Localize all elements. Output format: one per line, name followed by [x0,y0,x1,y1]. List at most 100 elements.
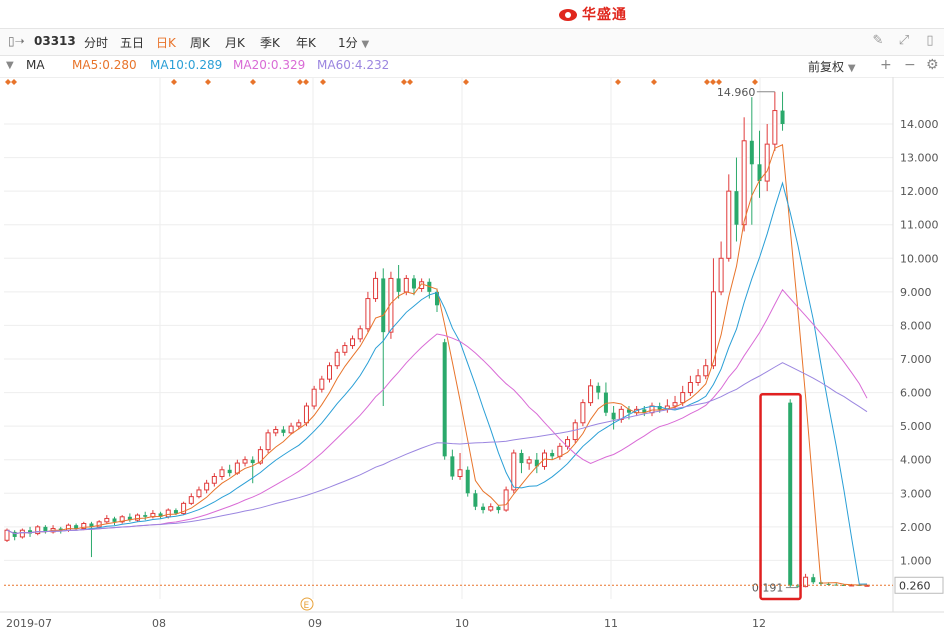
candle-body [481,506,486,511]
candle-body [726,190,732,259]
event-marker-icon[interactable] [11,79,17,85]
ma-indicator-bar: ▼ MA MA5:0.280 MA10:0.289 MA20:0.329 MA6… [0,55,944,78]
stock-code: 03313 [34,34,76,48]
tab-yearly-k[interactable]: 年K [296,36,316,50]
event-marker-icon[interactable] [407,79,413,85]
candle-body [28,530,33,534]
tab-quarterly-k[interactable]: 季K [260,36,280,50]
candle-body [4,529,10,541]
candle-body [319,378,325,390]
candle-body [734,191,739,225]
event-marker-icon[interactable] [615,79,621,85]
candle-body [780,110,785,124]
candle-body [181,502,187,514]
candle-body [350,338,356,347]
candle-body [242,459,248,464]
y-tick-label: 4.000 [900,454,932,467]
candle-body [642,409,647,413]
candle-body [457,469,463,477]
collapse-arrow-icon[interactable]: ▼ [6,60,14,71]
pencil-icon[interactable]: ✎ [872,33,884,48]
candle-body [135,514,141,521]
event-marker-icon[interactable] [297,79,303,85]
candle-body [534,459,539,467]
candle-body [43,526,48,532]
candle-body [334,351,340,367]
event-marker-icon[interactable] [205,79,211,85]
candle-body [511,452,517,491]
tab-intraday[interactable]: 分时 [84,36,109,50]
settings-gear-icon[interactable]: ⚙ [926,57,939,73]
y-tick-label: 6.000 [900,387,932,400]
x-tick-label: 12 [752,617,766,630]
brand-name: 华盛通 [582,7,627,23]
tab-weekly-k[interactable]: 周K [190,36,210,50]
candle-body [365,298,371,330]
x-tick-label: 11 [604,617,618,630]
event-marker-icon[interactable] [5,79,11,85]
candle-body [281,429,286,433]
candle-body [442,342,447,457]
adjust-select[interactable]: 前复权 ▼ [808,58,856,75]
add-icon[interactable]: + [880,57,892,73]
event-marker-icon[interactable] [710,79,716,85]
candlestick-chart[interactable]: 14.000 13.000 12.000 11.000 10.000 9.000 8.000… [0,77,944,634]
candle-body [788,402,793,586]
event-marker-icon[interactable] [752,79,758,85]
ma60-value: MA60:4.232 [317,58,390,72]
candle-body [12,531,17,537]
x-tick-label: 09 [308,617,322,630]
y-tick-label: 13.000 [900,152,939,165]
event-marker-icon[interactable] [171,79,177,85]
event-e-icon[interactable] [300,597,314,611]
candle-body [710,291,716,367]
fullscreen-icon[interactable]: ⤢ [898,33,910,48]
candle-body [550,453,555,457]
candle-body [403,277,409,293]
tab-daily-k[interactable]: 日K [156,36,176,50]
sidebar-toggle-icon[interactable]: ▯➝ [8,34,25,48]
x-tick-label: 08 [152,617,166,630]
candle-body [143,515,148,517]
event-marker-icon[interactable] [704,79,710,85]
event-marker-icon[interactable] [250,79,256,85]
candle-body [718,257,724,293]
candle-body [165,509,171,518]
candle-body [450,456,455,477]
y-tick-label: 8.000 [900,319,932,332]
candle-body [257,449,263,464]
candle-body [473,493,478,507]
candle-body [112,518,117,522]
last-price-tag [894,576,944,594]
ma-label: MA [26,58,45,72]
candle-body [96,521,102,528]
interval-select[interactable]: 1分 ▼ [338,34,369,51]
candle-body [826,583,831,585]
candle-body [250,459,255,464]
minus-icon[interactable]: − [904,57,916,73]
sidebar-icon[interactable]: ▯ [926,33,934,48]
ma10-value: MA10:0.289 [150,58,223,72]
candle-body [388,277,394,333]
ma20-value: MA20:0.329 [233,58,306,72]
event-marker-icon[interactable] [401,79,407,85]
highlight-box [759,393,802,601]
candle-body [58,528,63,531]
event-marker-icon[interactable] [320,79,326,85]
candle-body [572,422,578,441]
candle-body [411,278,416,289]
interval-value: 1分 [338,36,358,50]
candle-body [764,143,770,182]
event-marker-icon[interactable] [303,79,309,85]
ma60-line [6,362,868,535]
candle-body [396,278,401,292]
candle-body [65,524,71,531]
tab-five-day[interactable]: 五日 [120,36,145,50]
ma10-line [6,181,868,585]
event-marker-icon[interactable] [716,79,722,85]
event-marker-icon[interactable] [463,79,469,85]
candle-body [503,489,509,511]
tab-monthly-k[interactable]: 月K [225,36,245,50]
event-marker-icon[interactable] [651,79,657,85]
candle-body [19,529,25,538]
